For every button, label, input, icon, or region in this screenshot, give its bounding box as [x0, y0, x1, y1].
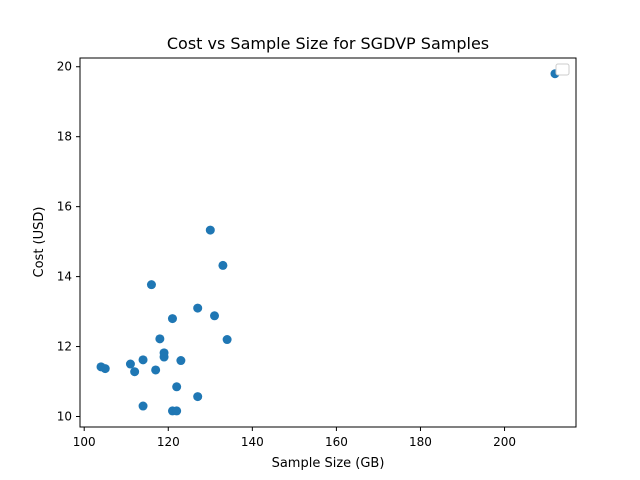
- x-tick-label: 180: [409, 435, 432, 449]
- data-point: [193, 303, 203, 313]
- data-point: [210, 311, 220, 321]
- x-axis-ticks: 100 120 140 160 180 200: [73, 427, 516, 449]
- data-point: [167, 314, 177, 324]
- x-axis-label: Sample Size (GB): [272, 456, 385, 471]
- y-tick-label: 12: [57, 340, 72, 354]
- y-tick-label: 16: [57, 200, 72, 214]
- data-point: [130, 367, 140, 377]
- data-point: [138, 355, 148, 365]
- data-point: [222, 335, 232, 345]
- y-tick-label: 10: [57, 410, 72, 424]
- x-tick-label: 100: [73, 435, 96, 449]
- data-point: [125, 359, 135, 369]
- y-axis-label: Cost (USD): [32, 207, 47, 278]
- data-point: [151, 365, 161, 375]
- data-point: [159, 352, 169, 362]
- data-point: [138, 401, 148, 411]
- data-points: [96, 69, 560, 416]
- data-point: [100, 364, 110, 374]
- data-point: [218, 260, 228, 270]
- y-axis-ticks: 10 12 14 16 18 20: [57, 60, 80, 424]
- data-point: [172, 406, 182, 416]
- y-tick-label: 20: [57, 60, 72, 74]
- data-point: [146, 280, 156, 290]
- data-point: [155, 334, 165, 344]
- data-point: [205, 225, 215, 235]
- x-tick-label: 140: [241, 435, 264, 449]
- y-tick-label: 14: [57, 270, 72, 284]
- chart-title: Cost vs Sample Size for SGDVP Samples: [167, 34, 489, 53]
- data-point: [176, 356, 186, 366]
- data-point: [172, 382, 182, 392]
- data-point: [193, 392, 203, 402]
- x-tick-label: 200: [493, 435, 516, 449]
- legend-box: [555, 63, 570, 76]
- plot-area-frame: [79, 57, 577, 428]
- x-tick-label: 120: [157, 435, 180, 449]
- x-tick-label: 160: [325, 435, 348, 449]
- y-tick-label: 18: [57, 130, 72, 144]
